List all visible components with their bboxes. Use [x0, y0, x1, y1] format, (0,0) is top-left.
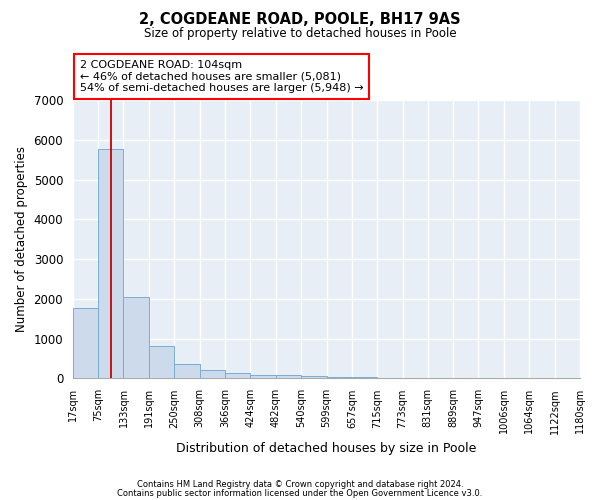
Text: 2, COGDEANE ROAD, POOLE, BH17 9AS: 2, COGDEANE ROAD, POOLE, BH17 9AS [139, 12, 461, 28]
Text: Size of property relative to detached houses in Poole: Size of property relative to detached ho… [143, 28, 457, 40]
Bar [149, 346, 175, 378]
Bar [275, 375, 301, 378]
Bar [124, 296, 149, 378]
Text: 2 COGDEANE ROAD: 104sqm
← 46% of detached houses are smaller (5,081)
54% of semi: 2 COGDEANE ROAD: 104sqm ← 46% of detache… [80, 60, 364, 93]
Text: Contains HM Land Registry data © Crown copyright and database right 2024.: Contains HM Land Registry data © Crown c… [137, 480, 463, 489]
Bar [175, 364, 200, 378]
Bar [225, 374, 250, 378]
X-axis label: Distribution of detached houses by size in Poole: Distribution of detached houses by size … [176, 442, 476, 455]
Bar [200, 370, 225, 378]
Bar [98, 148, 124, 378]
Bar [73, 308, 98, 378]
Bar [326, 377, 352, 378]
Y-axis label: Number of detached properties: Number of detached properties [15, 146, 28, 332]
Text: Contains public sector information licensed under the Open Government Licence v3: Contains public sector information licen… [118, 488, 482, 498]
Bar [301, 376, 326, 378]
Bar [250, 374, 275, 378]
